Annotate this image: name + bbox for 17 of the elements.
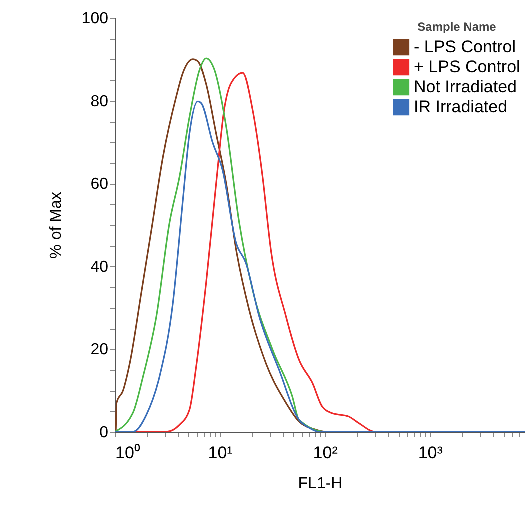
legend-label: Not Irradiated [414,78,517,96]
x-tick-label: 10³ [418,444,444,462]
y-tick-label: 80 [90,93,109,110]
y-axis-title: % of Max [48,192,65,259]
legend-label: IR Irradiated [414,98,508,116]
x-tick-label: 10⁰ [116,444,140,462]
y-tick-label: 40 [90,258,109,276]
x-tick-label: 10² [313,444,338,462]
x-tick-label: 10¹ [208,444,234,462]
legend-title: Sample Name [418,20,497,34]
y-tick-label: 100 [82,10,109,28]
legend-label: + LPS Control [414,58,520,76]
x-axis-title: FL1-H [298,476,343,492]
legend-label: - LPS Control [414,38,516,56]
y-tick-label: 20 [90,342,109,359]
y-tick-label: 0 [100,424,109,442]
y-tick-label: 60 [90,176,109,194]
